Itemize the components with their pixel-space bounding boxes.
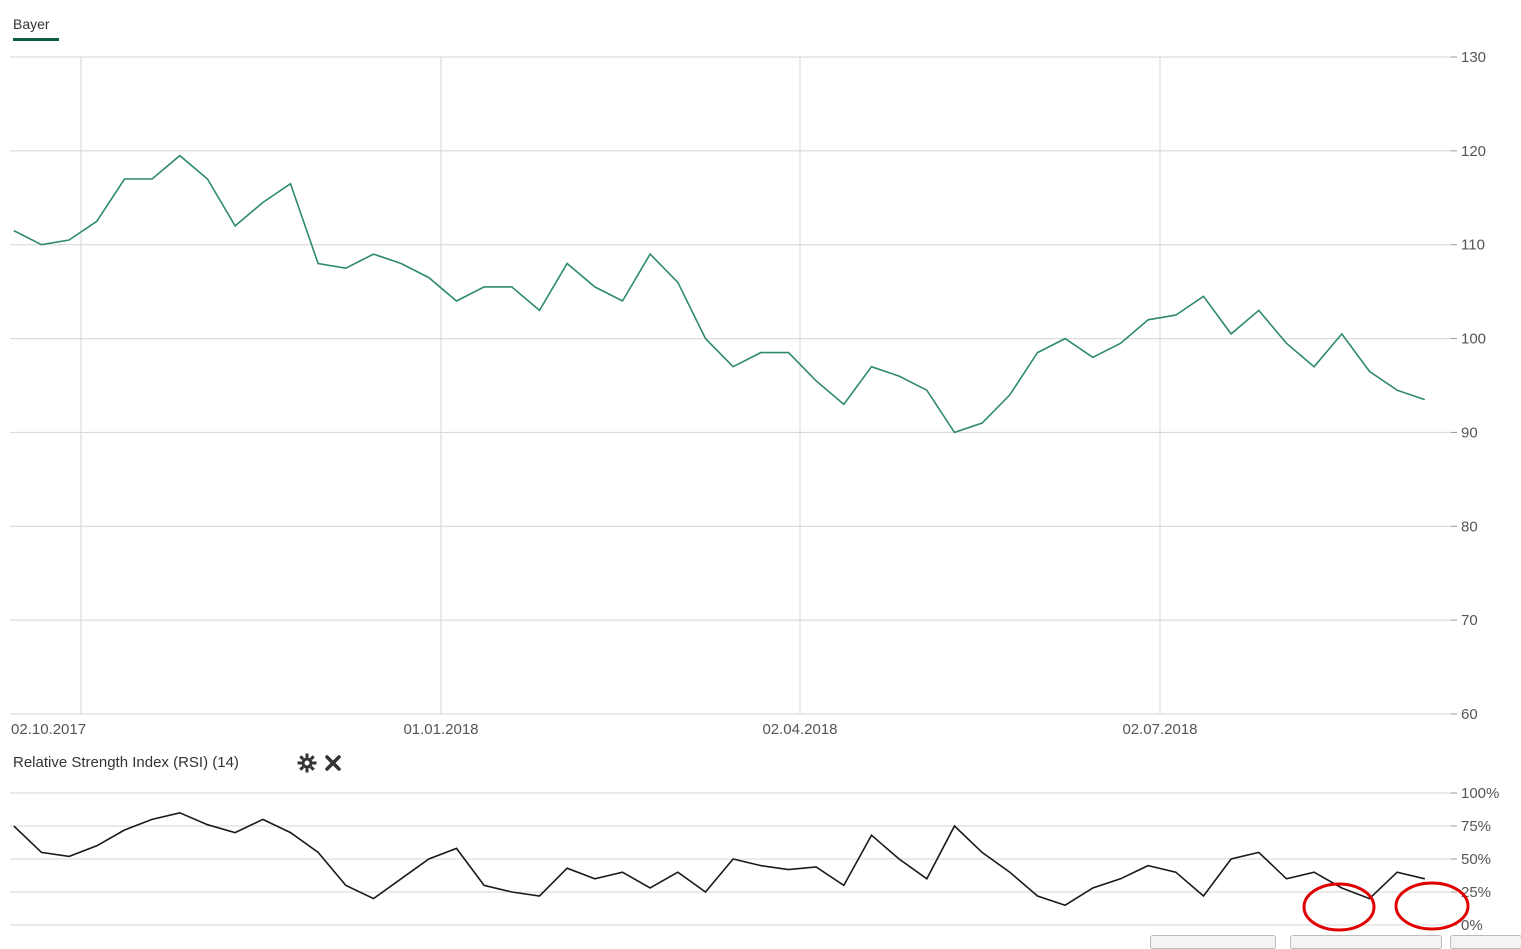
x-tick-label: 02.10.2017 xyxy=(11,721,86,738)
gear-icon[interactable] xyxy=(296,752,318,774)
rsi-y-axis: 100% 75% 50% 25% 0% xyxy=(1451,785,1499,934)
series-line-bayer xyxy=(13,154,1426,434)
y-tick-label: 90 xyxy=(1461,424,1478,441)
rsi-tick-label: 100% xyxy=(1461,785,1499,802)
price-x-axis: 02.10.2017 01.01.2018 02.04.2018 02.07.2018 xyxy=(11,721,1198,738)
rsi-grid xyxy=(10,792,1451,926)
rsi-tick-label: 25% xyxy=(1461,884,1491,901)
y-tick-label: 120 xyxy=(1461,143,1486,160)
price-y-axis: 130 120 110 100 90 80 70 60 xyxy=(1451,49,1486,723)
range-button[interactable] xyxy=(1150,935,1276,949)
y-tick-label: 110 xyxy=(1461,237,1485,254)
range-button[interactable] xyxy=(1450,935,1521,949)
rsi-indicator-title: Relative Strength Index (RSI) (14) xyxy=(13,754,239,771)
close-icon[interactable] xyxy=(322,752,344,774)
range-button[interactable] xyxy=(1290,935,1442,949)
series-line-rsi xyxy=(13,811,1425,907)
y-tick-label: 60 xyxy=(1461,706,1478,723)
highlight-circle xyxy=(1394,881,1470,931)
y-tick-label: 100 xyxy=(1461,331,1486,348)
y-tick-label: 80 xyxy=(1461,518,1478,535)
rsi-tick-label: 75% xyxy=(1461,818,1491,835)
legend-series-name[interactable]: Bayer xyxy=(13,16,50,32)
y-tick-label: 70 xyxy=(1461,612,1478,629)
price-grid xyxy=(10,56,1451,715)
highlight-circle xyxy=(1302,882,1376,932)
x-tick-label: 01.01.2018 xyxy=(403,721,478,738)
legend-underline xyxy=(13,38,59,41)
y-tick-label: 130 xyxy=(1461,49,1486,66)
x-tick-label: 02.07.2018 xyxy=(1122,721,1197,738)
rsi-tick-label: 50% xyxy=(1461,851,1491,868)
rsi-tick-label: 0% xyxy=(1461,917,1483,934)
x-tick-label: 02.04.2018 xyxy=(762,721,837,738)
